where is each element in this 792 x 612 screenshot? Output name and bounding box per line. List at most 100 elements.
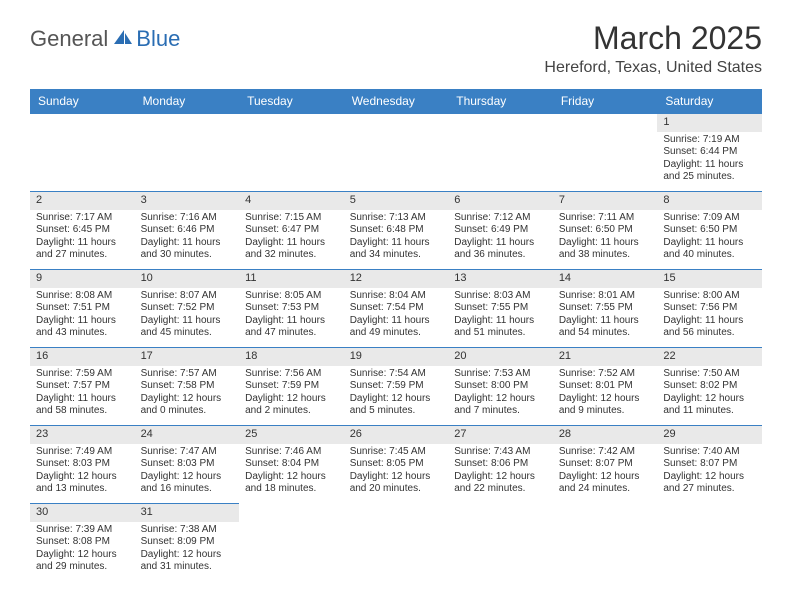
day-number: 7 <box>553 192 658 210</box>
day-d2: and 22 minutes. <box>454 483 547 496</box>
calendar-day-cell <box>135 114 240 192</box>
calendar-day-cell: 28Sunrise: 7:42 AMSunset: 8:07 PMDayligh… <box>553 426 658 504</box>
calendar-day-cell <box>239 504 344 582</box>
day-ss: Sunset: 8:06 PM <box>454 458 547 471</box>
day-d2: and 2 minutes. <box>245 405 338 418</box>
day-ss: Sunset: 6:47 PM <box>245 224 338 237</box>
calendar-day-cell: 7Sunrise: 7:11 AMSunset: 6:50 PMDaylight… <box>553 192 658 270</box>
day-d1: Daylight: 11 hours <box>141 315 234 328</box>
day-d2: and 54 minutes. <box>559 327 652 340</box>
day-d2: and 47 minutes. <box>245 327 338 340</box>
day-d1: Daylight: 11 hours <box>559 315 652 328</box>
day-d2: and 36 minutes. <box>454 249 547 262</box>
day-d1: Daylight: 12 hours <box>36 549 129 562</box>
day-d2: and 58 minutes. <box>36 405 129 418</box>
day-sr: Sunrise: 8:07 AM <box>141 290 234 303</box>
day-body: Sunrise: 7:45 AMSunset: 8:05 PMDaylight:… <box>344 444 449 500</box>
day-sr: Sunrise: 7:56 AM <box>245 368 338 381</box>
day-body: Sunrise: 7:46 AMSunset: 8:04 PMDaylight:… <box>239 444 344 500</box>
weekday-header: Tuesday <box>239 89 344 114</box>
calendar-day-cell: 18Sunrise: 7:56 AMSunset: 7:59 PMDayligh… <box>239 348 344 426</box>
calendar-day-cell: 19Sunrise: 7:54 AMSunset: 7:59 PMDayligh… <box>344 348 449 426</box>
day-number: 27 <box>448 426 553 444</box>
day-body: Sunrise: 7:09 AMSunset: 6:50 PMDaylight:… <box>657 210 762 266</box>
day-body: Sunrise: 7:57 AMSunset: 7:58 PMDaylight:… <box>135 366 240 422</box>
day-d1: Daylight: 11 hours <box>245 315 338 328</box>
day-body: Sunrise: 7:16 AMSunset: 6:46 PMDaylight:… <box>135 210 240 266</box>
day-sr: Sunrise: 8:08 AM <box>36 290 129 303</box>
day-body: Sunrise: 8:01 AMSunset: 7:55 PMDaylight:… <box>553 288 658 344</box>
day-body: Sunrise: 7:59 AMSunset: 7:57 PMDaylight:… <box>30 366 135 422</box>
day-sr: Sunrise: 7:52 AM <box>559 368 652 381</box>
day-number: 22 <box>657 348 762 366</box>
day-number: 21 <box>553 348 658 366</box>
day-ss: Sunset: 8:09 PM <box>141 536 234 549</box>
day-sr: Sunrise: 8:00 AM <box>663 290 756 303</box>
calendar-day-cell: 17Sunrise: 7:57 AMSunset: 7:58 PMDayligh… <box>135 348 240 426</box>
day-ss: Sunset: 7:59 PM <box>245 380 338 393</box>
day-sr: Sunrise: 7:53 AM <box>454 368 547 381</box>
day-d2: and 11 minutes. <box>663 405 756 418</box>
day-body: Sunrise: 7:50 AMSunset: 8:02 PMDaylight:… <box>657 366 762 422</box>
day-d2: and 56 minutes. <box>663 327 756 340</box>
day-number: 2 <box>30 192 135 210</box>
calendar-day-cell <box>344 114 449 192</box>
day-d1: Daylight: 12 hours <box>559 471 652 484</box>
calendar-day-cell: 16Sunrise: 7:59 AMSunset: 7:57 PMDayligh… <box>30 348 135 426</box>
day-sr: Sunrise: 7:59 AM <box>36 368 129 381</box>
day-body: Sunrise: 8:08 AMSunset: 7:51 PMDaylight:… <box>30 288 135 344</box>
weekday-header: Thursday <box>448 89 553 114</box>
day-number: 28 <box>553 426 658 444</box>
calendar-week-row: 9Sunrise: 8:08 AMSunset: 7:51 PMDaylight… <box>30 270 762 348</box>
calendar-day-cell <box>239 114 344 192</box>
calendar-day-cell <box>553 114 658 192</box>
day-d1: Daylight: 12 hours <box>559 393 652 406</box>
day-sr: Sunrise: 7:11 AM <box>559 212 652 225</box>
day-d2: and 20 minutes. <box>350 483 443 496</box>
calendar-day-cell: 11Sunrise: 8:05 AMSunset: 7:53 PMDayligh… <box>239 270 344 348</box>
day-sr: Sunrise: 7:09 AM <box>663 212 756 225</box>
day-d1: Daylight: 11 hours <box>141 237 234 250</box>
day-sr: Sunrise: 7:17 AM <box>36 212 129 225</box>
day-number: 8 <box>657 192 762 210</box>
day-d2: and 0 minutes. <box>141 405 234 418</box>
day-sr: Sunrise: 8:05 AM <box>245 290 338 303</box>
day-number: 25 <box>239 426 344 444</box>
day-number: 30 <box>30 504 135 522</box>
day-ss: Sunset: 8:03 PM <box>141 458 234 471</box>
calendar-day-cell <box>448 504 553 582</box>
day-number: 6 <box>448 192 553 210</box>
brand-logo: General Blue <box>30 26 180 52</box>
day-d2: and 34 minutes. <box>350 249 443 262</box>
day-body: Sunrise: 7:42 AMSunset: 8:07 PMDaylight:… <box>553 444 658 500</box>
day-number: 12 <box>344 270 449 288</box>
day-ss: Sunset: 7:57 PM <box>36 380 129 393</box>
calendar-table: SundayMondayTuesdayWednesdayThursdayFrid… <box>30 89 762 582</box>
day-d1: Daylight: 12 hours <box>663 471 756 484</box>
calendar-day-cell: 14Sunrise: 8:01 AMSunset: 7:55 PMDayligh… <box>553 270 658 348</box>
weekday-header: Wednesday <box>344 89 449 114</box>
day-body: Sunrise: 7:15 AMSunset: 6:47 PMDaylight:… <box>239 210 344 266</box>
day-sr: Sunrise: 8:04 AM <box>350 290 443 303</box>
day-sr: Sunrise: 7:40 AM <box>663 446 756 459</box>
calendar-day-cell: 13Sunrise: 8:03 AMSunset: 7:55 PMDayligh… <box>448 270 553 348</box>
day-sr: Sunrise: 8:03 AM <box>454 290 547 303</box>
sail-icon <box>112 28 134 51</box>
calendar-week-row: 1Sunrise: 7:19 AMSunset: 6:44 PMDaylight… <box>30 114 762 192</box>
location-text: Hereford, Texas, United States <box>544 59 762 77</box>
month-title: March 2025 <box>544 20 762 57</box>
day-number: 24 <box>135 426 240 444</box>
calendar-day-cell: 8Sunrise: 7:09 AMSunset: 6:50 PMDaylight… <box>657 192 762 270</box>
day-body: Sunrise: 7:43 AMSunset: 8:06 PMDaylight:… <box>448 444 553 500</box>
day-body: Sunrise: 8:03 AMSunset: 7:55 PMDaylight:… <box>448 288 553 344</box>
day-body: Sunrise: 7:53 AMSunset: 8:00 PMDaylight:… <box>448 366 553 422</box>
day-body: Sunrise: 7:39 AMSunset: 8:08 PMDaylight:… <box>30 522 135 578</box>
calendar-day-cell: 21Sunrise: 7:52 AMSunset: 8:01 PMDayligh… <box>553 348 658 426</box>
day-number: 9 <box>30 270 135 288</box>
day-body: Sunrise: 7:49 AMSunset: 8:03 PMDaylight:… <box>30 444 135 500</box>
day-ss: Sunset: 8:02 PM <box>663 380 756 393</box>
calendar-body: 1Sunrise: 7:19 AMSunset: 6:44 PMDaylight… <box>30 114 762 582</box>
day-number: 29 <box>657 426 762 444</box>
calendar-day-cell: 15Sunrise: 8:00 AMSunset: 7:56 PMDayligh… <box>657 270 762 348</box>
day-d2: and 31 minutes. <box>141 561 234 574</box>
